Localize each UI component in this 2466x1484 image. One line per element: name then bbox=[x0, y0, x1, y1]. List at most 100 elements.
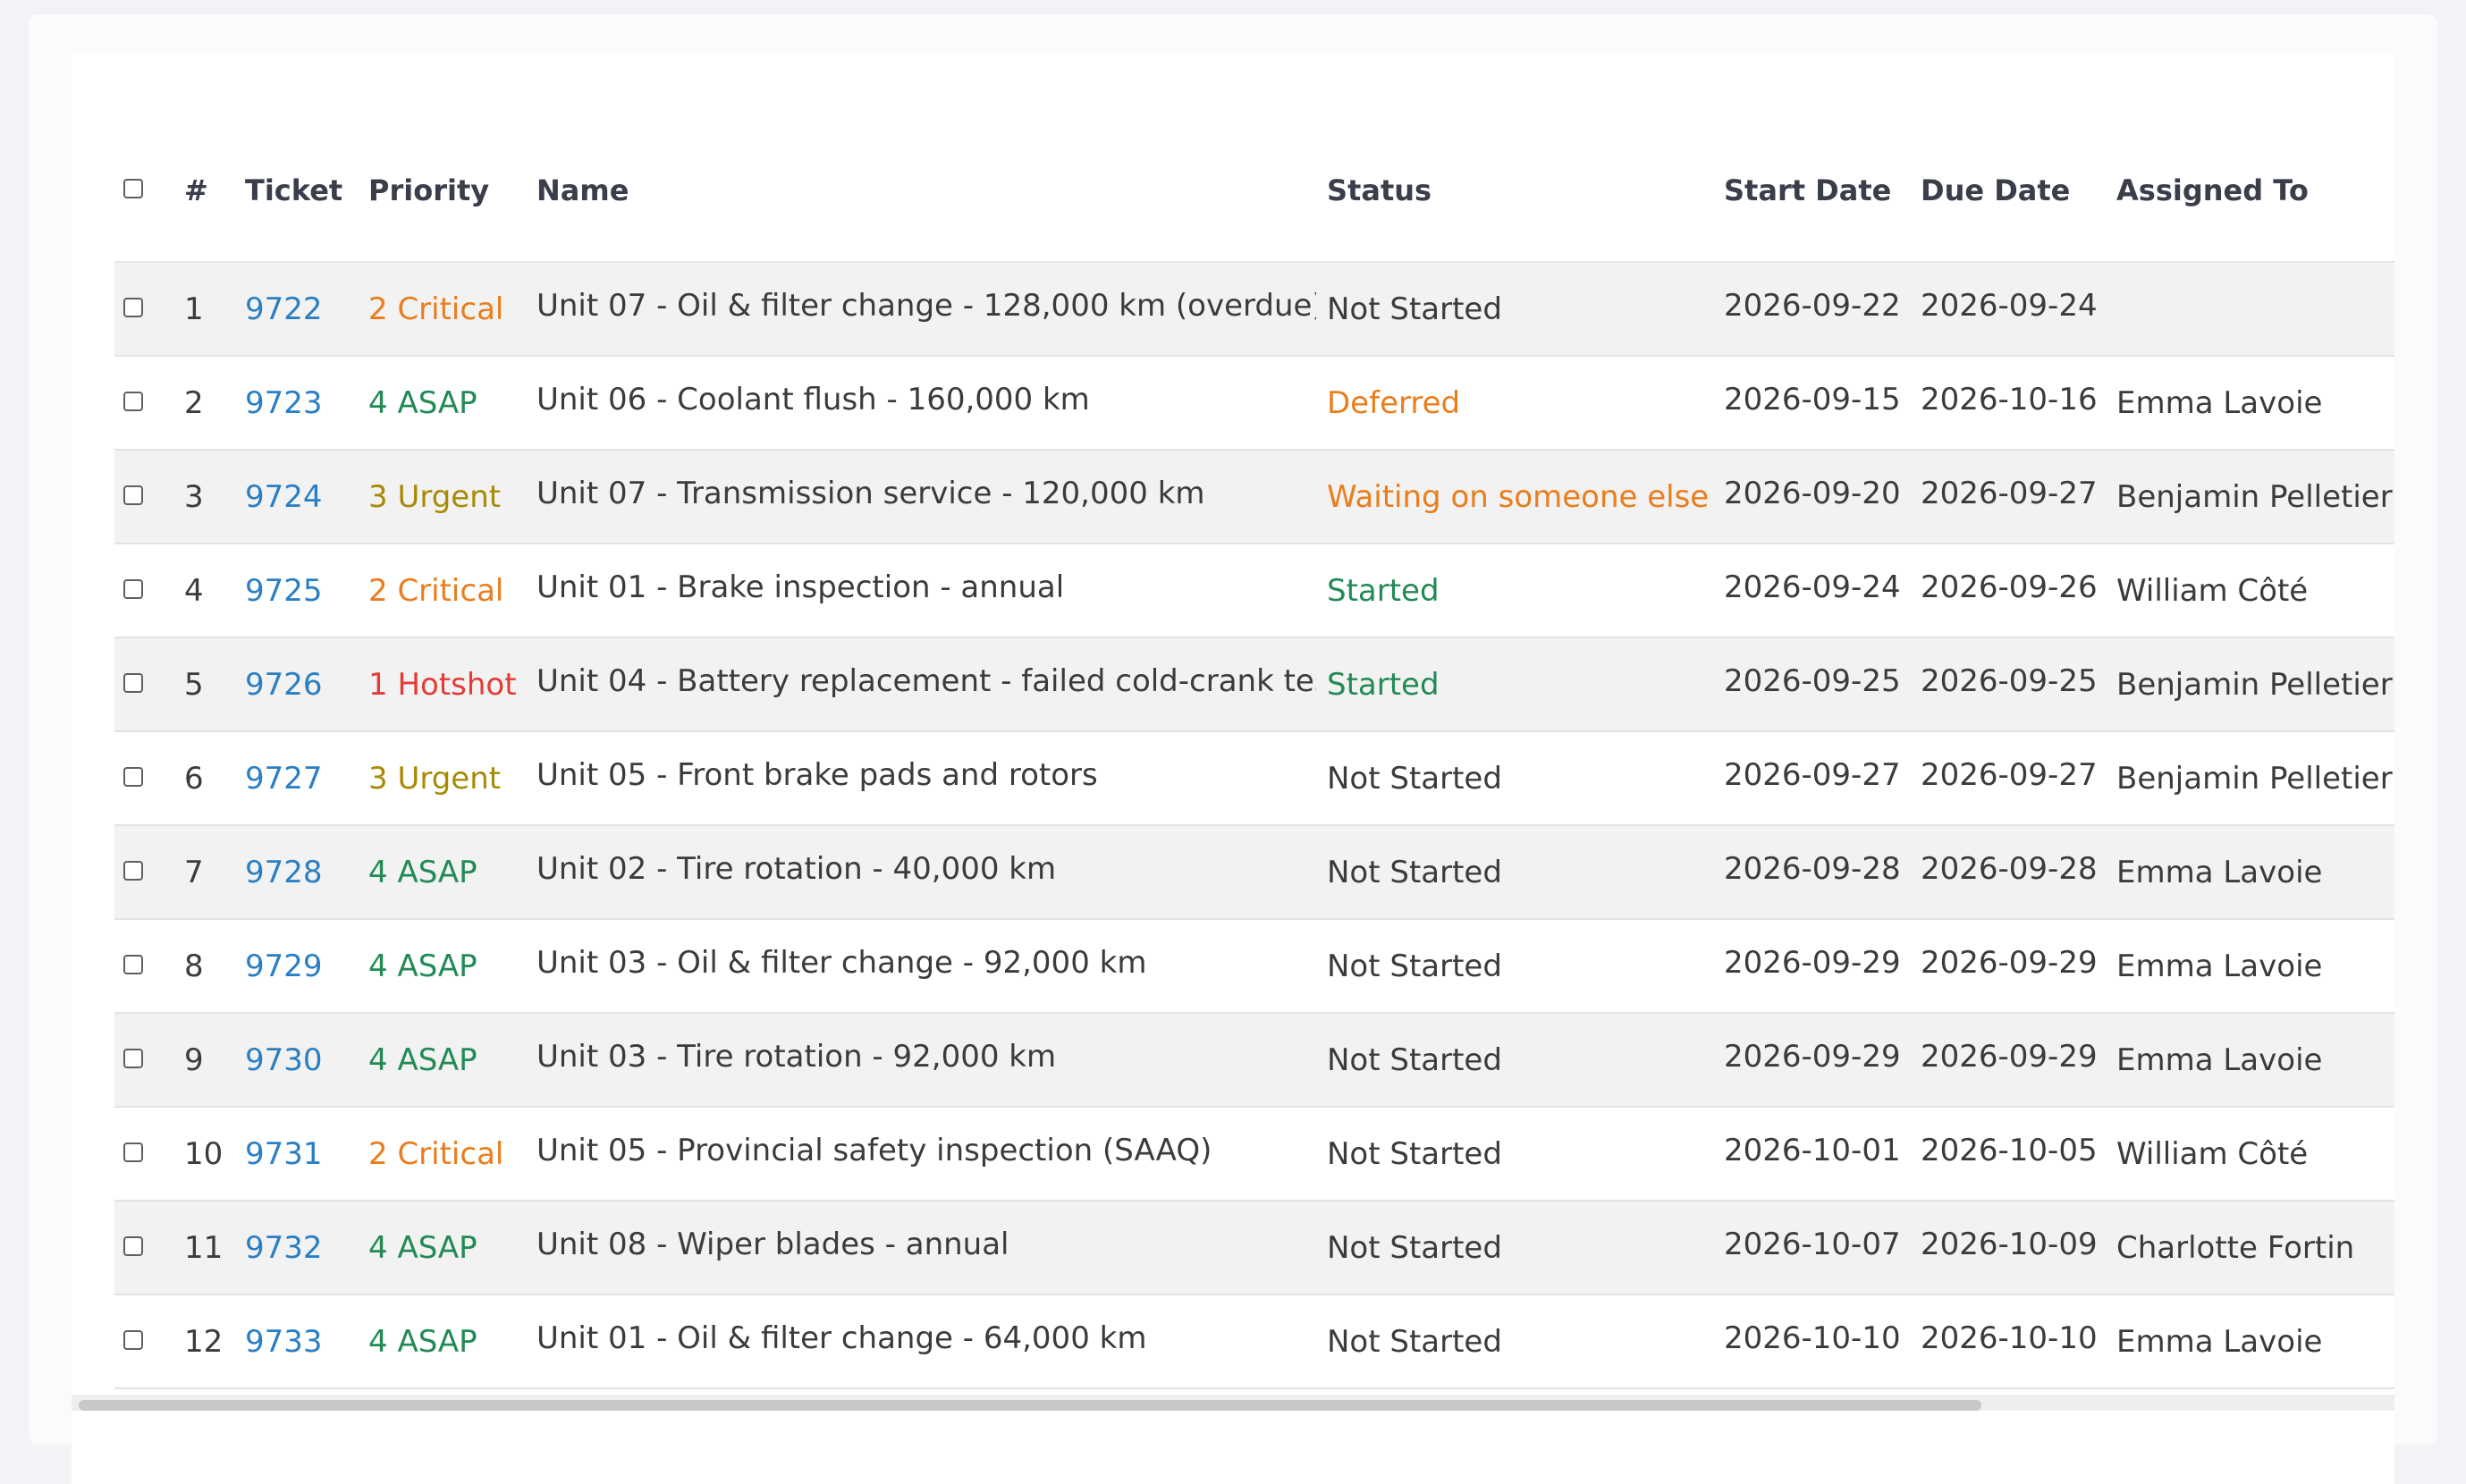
start-date-cell: 2026-10-07 bbox=[1713, 1201, 1910, 1295]
due-date-cell: 2026-09-24 bbox=[1910, 262, 2106, 357]
row-checkbox[interactable] bbox=[123, 1235, 143, 1256]
tickets-card: # Ticket Priority Name Status Start Date… bbox=[72, 54, 2394, 1484]
table-row[interactable]: 12 9733 4 ASAP Unit 01 - Oil & filter ch… bbox=[114, 1294, 2394, 1389]
row-number: 11 bbox=[173, 1201, 234, 1295]
status-cell: Not Started bbox=[1316, 1294, 1713, 1389]
row-checkbox[interactable] bbox=[123, 1048, 143, 1068]
row-select-cell bbox=[114, 1107, 173, 1202]
horizontal-scrollbar-thumb[interactable] bbox=[79, 1400, 1981, 1411]
ticket-link[interactable]: 9731 bbox=[245, 1135, 323, 1172]
ticket-link[interactable]: 9733 bbox=[245, 1323, 323, 1360]
row-checkbox[interactable] bbox=[123, 766, 143, 787]
column-header-number[interactable]: # bbox=[173, 120, 234, 263]
ticket-cell: 9729 bbox=[234, 919, 358, 1014]
due-date-cell: 2026-09-27 bbox=[1910, 450, 2106, 544]
status-cell: Not Started bbox=[1316, 1013, 1713, 1108]
row-select-cell bbox=[114, 637, 173, 732]
start-date-cell: 2026-09-25 bbox=[1713, 637, 1910, 732]
row-checkbox[interactable] bbox=[123, 1329, 143, 1350]
ticket-cell: 9726 bbox=[234, 637, 358, 732]
table-row[interactable]: 1 9722 2 Critical Unit 07 - Oil & filter… bbox=[114, 262, 2394, 357]
column-header-status[interactable]: Status bbox=[1316, 120, 1713, 263]
row-select-cell bbox=[114, 356, 173, 451]
row-checkbox[interactable] bbox=[123, 485, 143, 505]
table-row[interactable]: 6 9727 3 Urgent Unit 05 - Front brake pa… bbox=[114, 731, 2394, 826]
priority-cell: 4 ASAP bbox=[358, 1294, 526, 1389]
row-checkbox[interactable] bbox=[123, 578, 143, 599]
priority-cell: 4 ASAP bbox=[358, 825, 526, 920]
table-row[interactable]: 5 9726 1 Hotshot Unit 04 - Battery repla… bbox=[114, 637, 2394, 732]
due-date-cell: 2026-10-09 bbox=[1910, 1201, 2106, 1295]
column-header-name[interactable]: Name bbox=[526, 120, 1316, 263]
start-date-cell: 2026-09-22 bbox=[1713, 262, 1910, 357]
start-date-cell: 2026-09-20 bbox=[1713, 450, 1910, 544]
assigned-to-cell: William Côté bbox=[2106, 544, 2394, 638]
ticket-cell: 9723 bbox=[234, 356, 358, 451]
table-row[interactable]: 7 9728 4 ASAP Unit 02 - Tire rotation - … bbox=[114, 825, 2394, 920]
ticket-link[interactable]: 9730 bbox=[245, 1041, 323, 1078]
column-header-due-date[interactable]: Due Date bbox=[1910, 120, 2106, 263]
row-checkbox[interactable] bbox=[123, 672, 143, 693]
row-checkbox[interactable] bbox=[123, 860, 143, 881]
ticket-link[interactable]: 9726 bbox=[245, 666, 323, 703]
start-date-cell: 2026-09-27 bbox=[1713, 731, 1910, 826]
start-date-cell: 2026-09-15 bbox=[1713, 356, 1910, 451]
row-number: 7 bbox=[173, 825, 234, 920]
assigned-to-cell: Emma Lavoie bbox=[2106, 1013, 2394, 1108]
table-row[interactable]: 11 9732 4 ASAP Unit 08 - Wiper blades - … bbox=[114, 1201, 2394, 1295]
table-row[interactable]: 9 9730 4 ASAP Unit 03 - Tire rotation - … bbox=[114, 1013, 2394, 1108]
column-header-ticket[interactable]: Ticket bbox=[234, 120, 358, 263]
ticket-link[interactable]: 9732 bbox=[245, 1229, 323, 1266]
row-checkbox[interactable] bbox=[123, 954, 143, 974]
row-checkbox[interactable] bbox=[123, 391, 143, 411]
priority-cell: 2 Critical bbox=[358, 262, 526, 357]
name-cell: Unit 01 - Oil & filter change - 64,000 k… bbox=[526, 1294, 1316, 1389]
table-row[interactable]: 4 9725 2 Critical Unit 01 - Brake inspec… bbox=[114, 544, 2394, 638]
tickets-table: # Ticket Priority Name Status Start Date… bbox=[114, 120, 2394, 1389]
name-cell: Unit 05 - Provincial safety inspection (… bbox=[526, 1107, 1316, 1202]
status-cell: Not Started bbox=[1316, 825, 1713, 920]
row-number: 1 bbox=[173, 262, 234, 357]
due-date-cell: 2026-10-05 bbox=[1910, 1107, 2106, 1202]
start-date-cell: 2026-09-29 bbox=[1713, 919, 1910, 1014]
due-date-cell: 2026-09-27 bbox=[1910, 731, 2106, 826]
row-select-cell bbox=[114, 1294, 173, 1389]
table-row[interactable]: 8 9729 4 ASAP Unit 03 - Oil & filter cha… bbox=[114, 919, 2394, 1014]
row-select-cell bbox=[114, 450, 173, 544]
ticket-link[interactable]: 9725 bbox=[245, 572, 323, 609]
row-number: 4 bbox=[173, 544, 234, 638]
due-date-cell: 2026-09-25 bbox=[1910, 637, 2106, 732]
ticket-link[interactable]: 9722 bbox=[245, 291, 323, 327]
row-number: 12 bbox=[173, 1294, 234, 1389]
status-cell: Not Started bbox=[1316, 1201, 1713, 1295]
ticket-link[interactable]: 9724 bbox=[245, 478, 323, 515]
horizontal-scrollbar[interactable] bbox=[72, 1395, 2394, 1411]
table-row[interactable]: 2 9723 4 ASAP Unit 06 - Coolant flush - … bbox=[114, 356, 2394, 451]
name-cell: Unit 05 - Front brake pads and rotors bbox=[526, 731, 1316, 826]
row-checkbox[interactable] bbox=[123, 1142, 143, 1162]
column-header-assigned-to[interactable]: Assigned To bbox=[2106, 120, 2394, 263]
ticket-cell: 9731 bbox=[234, 1107, 358, 1202]
assigned-to-cell: Emma Lavoie bbox=[2106, 356, 2394, 451]
ticket-link[interactable]: 9727 bbox=[245, 760, 323, 797]
column-header-priority[interactable]: Priority bbox=[358, 120, 526, 263]
priority-cell: 2 Critical bbox=[358, 1107, 526, 1202]
row-number: 9 bbox=[173, 1013, 234, 1108]
assigned-to-cell: Emma Lavoie bbox=[2106, 1294, 2394, 1389]
assigned-to-cell: Benjamin Pelletier bbox=[2106, 450, 2394, 544]
ticket-link[interactable]: 9728 bbox=[245, 854, 323, 890]
table-row[interactable]: 10 9731 2 Critical Unit 05 - Provincial … bbox=[114, 1107, 2394, 1202]
row-select-cell bbox=[114, 825, 173, 920]
status-cell: Not Started bbox=[1316, 919, 1713, 1014]
status-cell: Not Started bbox=[1316, 731, 1713, 826]
column-header-start-date[interactable]: Start Date bbox=[1713, 120, 1910, 263]
row-select-cell bbox=[114, 262, 173, 357]
select-all-checkbox[interactable] bbox=[123, 179, 143, 198]
ticket-link[interactable]: 9723 bbox=[245, 384, 323, 421]
priority-cell: 2 Critical bbox=[358, 544, 526, 638]
table-row[interactable]: 3 9724 3 Urgent Unit 07 - Transmission s… bbox=[114, 450, 2394, 544]
ticket-link[interactable]: 9729 bbox=[245, 948, 323, 984]
row-number: 6 bbox=[173, 731, 234, 826]
assigned-to-cell: William Côté bbox=[2106, 1107, 2394, 1202]
row-checkbox[interactable] bbox=[123, 297, 143, 317]
